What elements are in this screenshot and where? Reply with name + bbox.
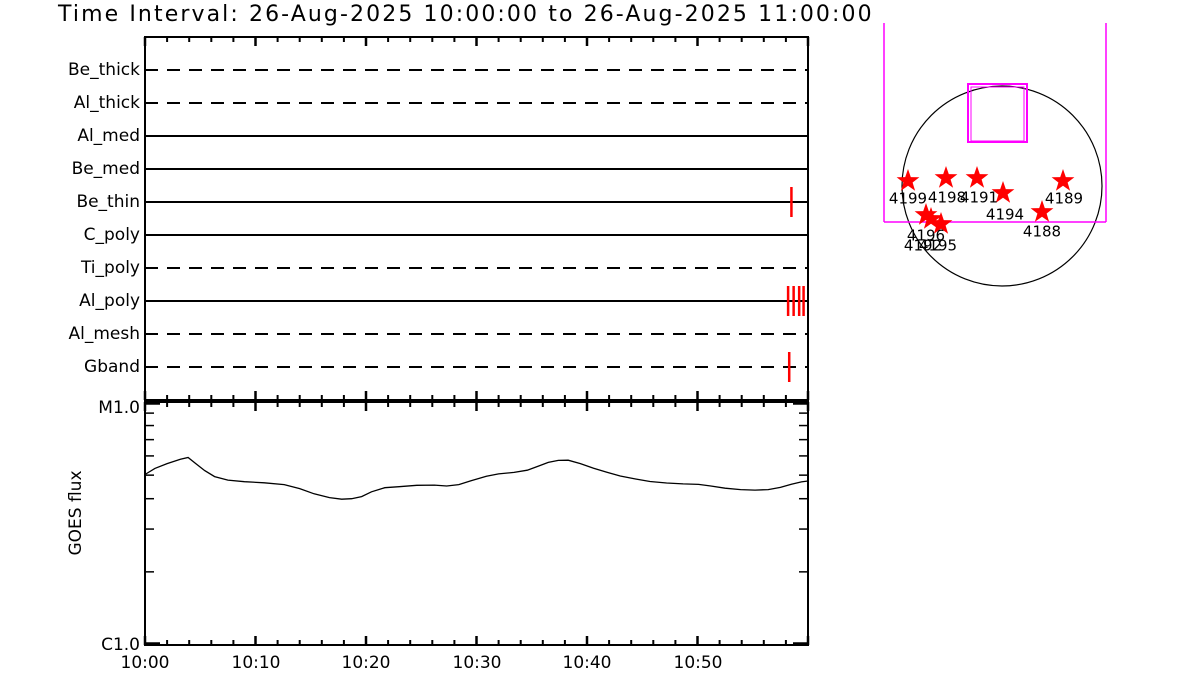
axis-ticks bbox=[143, 37, 810, 645]
ar-star-4196 bbox=[914, 203, 938, 225]
ytick-m1: M1.0 bbox=[98, 398, 140, 418]
ar-label-4188: 4188 bbox=[1022, 222, 1062, 241]
exposure-marks bbox=[786, 187, 805, 382]
goes-flux-curve bbox=[144, 456, 809, 500]
page-title: Time Interval: 26-Aug-2025 10:00:00 to 2… bbox=[58, 2, 874, 27]
filter-timeline-lines bbox=[145, 69, 808, 368]
ar-label-4196: 4196 bbox=[906, 226, 946, 245]
timeline-frame bbox=[144, 36, 809, 401]
filter-label-al-mesh: Al_mesh bbox=[68, 324, 140, 344]
filter-label-al-thick: Al_thick bbox=[73, 93, 140, 113]
xtick-1010: 10:10 bbox=[231, 653, 281, 673]
ar-label-4189: 4189 bbox=[1044, 189, 1084, 208]
filter-label-c-poly: C_poly bbox=[83, 225, 140, 245]
filter-label-al-poly: Al_poly bbox=[79, 291, 140, 311]
filter-label-al-med: Al_med bbox=[77, 126, 140, 146]
filter-label-be-thin: Be_thin bbox=[76, 192, 140, 212]
ar-star-4191 bbox=[965, 166, 989, 188]
panel-frames bbox=[144, 36, 809, 646]
ar-label-4192: 4192 bbox=[903, 236, 943, 255]
filter-label-be-thick: Be_thick bbox=[68, 60, 140, 80]
ar-label-4194: 4194 bbox=[985, 205, 1025, 224]
goes-curve bbox=[144, 456, 809, 500]
ar-label-4198: 4198 bbox=[927, 188, 967, 207]
ar-star-4198 bbox=[934, 166, 958, 188]
solar-disk bbox=[901, 85, 1103, 287]
goes-frame bbox=[144, 401, 809, 646]
solar-disk-map bbox=[883, 23, 1107, 287]
ar-star-4199 bbox=[896, 169, 920, 191]
xtick-1050: 10:50 bbox=[673, 653, 723, 673]
filter-label-gband: Gband bbox=[84, 357, 140, 377]
ar-star-4188 bbox=[1030, 200, 1054, 222]
xtick-1000: 10:00 bbox=[120, 653, 170, 673]
filter-label-ti-poly: Ti_poly bbox=[80, 258, 140, 278]
ar-star-4195 bbox=[929, 212, 953, 234]
ar-star-4189 bbox=[1051, 169, 1075, 191]
fov-box-inner bbox=[970, 86, 1025, 142]
ytick-c1: C1.0 bbox=[101, 635, 140, 655]
xtick-1040: 10:40 bbox=[562, 653, 612, 673]
filter-label-be-med: Be_med bbox=[71, 159, 140, 179]
xtick-1020: 10:20 bbox=[341, 653, 391, 673]
ar-star-4192 bbox=[919, 207, 943, 229]
ar-label-4199: 4199 bbox=[888, 189, 928, 208]
ar-star-4194 bbox=[991, 181, 1015, 203]
xtick-1030: 10:30 bbox=[452, 653, 502, 673]
fov-box bbox=[967, 83, 1028, 143]
goes-y-axis-title: GOES flux bbox=[66, 470, 86, 556]
ar-label-4191: 4191 bbox=[959, 188, 999, 207]
ar-label-4195: 4195 bbox=[918, 236, 958, 255]
